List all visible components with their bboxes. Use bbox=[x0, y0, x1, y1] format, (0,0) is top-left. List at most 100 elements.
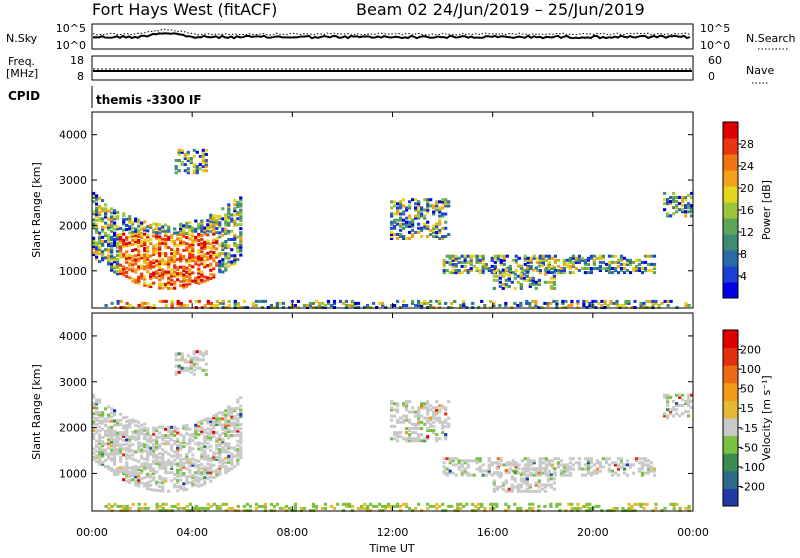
velocity-cell-594 bbox=[191, 432, 195, 436]
velocity-cell-947 bbox=[204, 352, 208, 356]
velocity-cell-667 bbox=[206, 472, 210, 476]
power-cell-980 bbox=[402, 212, 406, 216]
velocity-cell-786 bbox=[224, 444, 228, 448]
velocity-cell-1645 bbox=[284, 504, 288, 508]
power-cell-1737 bbox=[462, 299, 466, 303]
velocity-cell-588 bbox=[191, 461, 195, 465]
power-cell-1145 bbox=[463, 260, 467, 264]
velocity-cell-691 bbox=[209, 459, 213, 463]
power-cell-793 bbox=[224, 213, 228, 217]
power-cell-256 bbox=[134, 268, 138, 272]
power-cell-1629 bbox=[251, 304, 255, 307]
velocity-cell-22 bbox=[95, 445, 99, 449]
power-cell-340 bbox=[146, 239, 150, 243]
velocity-cell-884 bbox=[239, 431, 243, 435]
velocity-cell-76 bbox=[104, 458, 108, 462]
power-cell-876 bbox=[239, 196, 243, 200]
velocity-cell-399 bbox=[155, 439, 159, 443]
power-cell-9 bbox=[92, 224, 96, 228]
velocity-cell-469 bbox=[170, 467, 174, 470]
power-cell-54 bbox=[98, 213, 102, 217]
velocity-cell-1578 bbox=[155, 502, 159, 506]
velocity-cell-1155 bbox=[466, 463, 470, 467]
velocity-cell-1778 bbox=[576, 506, 580, 510]
velocity-cell-1203 bbox=[508, 463, 512, 467]
velocity-cell-1062 bbox=[426, 400, 430, 404]
power-cell-497 bbox=[173, 241, 177, 245]
power-cell-1200 bbox=[496, 256, 500, 260]
power-cell-153 bbox=[116, 264, 120, 268]
velocity-cell-1025 bbox=[417, 427, 421, 430]
velocity-cell-723 bbox=[215, 468, 219, 472]
velocity-cell-812 bbox=[227, 430, 231, 433]
power-cell-752 bbox=[218, 243, 222, 247]
power-cell-844 bbox=[236, 245, 240, 249]
velocity-cell-480 bbox=[170, 429, 174, 433]
power-cell-1711 bbox=[417, 301, 421, 305]
velocity-cell-1326 bbox=[589, 461, 593, 465]
power-cell-1717 bbox=[423, 299, 427, 303]
power-cell-975 bbox=[402, 237, 406, 240]
velocity-cell-744 bbox=[218, 460, 222, 464]
power-cell-41 bbox=[98, 260, 102, 264]
power-cell-343 bbox=[146, 229, 150, 233]
velocity-cell-1760 bbox=[531, 506, 535, 510]
velocity-cell-568 bbox=[188, 470, 192, 474]
nave-label: Nave bbox=[746, 64, 774, 77]
power-cell-498 bbox=[173, 239, 177, 243]
velocity-cell-1278 bbox=[559, 473, 563, 477]
velocity-cell-346 bbox=[146, 437, 150, 441]
velocity-cell-1640 bbox=[272, 504, 276, 508]
velocity-cell-521 bbox=[179, 472, 183, 476]
power-cell-993 bbox=[408, 224, 412, 228]
velocity-cell-679 bbox=[206, 433, 210, 437]
power-cell-459 bbox=[167, 260, 171, 264]
velocity-cell-622 bbox=[197, 443, 201, 447]
velocity-cell-1768 bbox=[555, 502, 559, 506]
velocity-cell-313 bbox=[143, 482, 147, 486]
power-cell-1568 bbox=[128, 304, 132, 307]
power-cell-1411 bbox=[646, 262, 651, 266]
velocity-cell-718 bbox=[212, 416, 216, 420]
velocity-cell-425 bbox=[161, 477, 165, 481]
velocity-cell-835 bbox=[230, 415, 234, 419]
velocity-cell-1597 bbox=[188, 502, 192, 506]
velocity-cell-936 bbox=[198, 366, 202, 370]
velocity-cell-1328 bbox=[589, 457, 593, 461]
velocity-cell-766 bbox=[221, 448, 225, 452]
power-cell-341 bbox=[146, 235, 150, 239]
velocity-cell-1006 bbox=[411, 439, 415, 443]
velocity-cell-133 bbox=[113, 454, 117, 458]
velocity-cell-1352 bbox=[610, 461, 615, 465]
power-cell-615 bbox=[194, 240, 198, 243]
power-cell-1826 bbox=[639, 304, 643, 307]
velocity-cell-149 bbox=[113, 409, 117, 413]
velocity-cell-891 bbox=[239, 396, 243, 400]
power-cell-1834 bbox=[648, 299, 652, 303]
velocity-cell-462 bbox=[167, 436, 171, 440]
velocity-cell-246 bbox=[131, 467, 135, 471]
velocity-cell-700 bbox=[209, 424, 213, 427]
velocity-cell-129 bbox=[113, 462, 117, 466]
power-cell-962 bbox=[396, 202, 400, 206]
velocity-cell-1230 bbox=[526, 457, 530, 461]
velocity-cell-56 bbox=[98, 411, 102, 414]
velocity-cell-1077 bbox=[432, 410, 436, 414]
power-cell-1506 bbox=[663, 208, 667, 212]
velocity-cell-230 bbox=[128, 454, 132, 458]
power-cell-1574 bbox=[143, 301, 147, 305]
velocity-cell-500 bbox=[176, 474, 180, 478]
power-cell-460 bbox=[167, 258, 171, 262]
velocity-cell-561 bbox=[185, 442, 189, 446]
power-cell-1470 bbox=[528, 284, 532, 288]
power-cell-547 bbox=[182, 234, 186, 238]
power-cell-401 bbox=[158, 259, 162, 263]
velocity-cell-989 bbox=[405, 416, 409, 420]
power-cell-862 bbox=[239, 235, 243, 239]
power-cell-1073 bbox=[435, 202, 439, 206]
velocity-cell-1619 bbox=[230, 506, 234, 510]
power-cell-1410 bbox=[646, 269, 651, 272]
velocity-cell-1168 bbox=[478, 459, 482, 463]
velocity-cell-1530 bbox=[678, 414, 682, 418]
velocity-cell-1110 bbox=[444, 408, 448, 412]
